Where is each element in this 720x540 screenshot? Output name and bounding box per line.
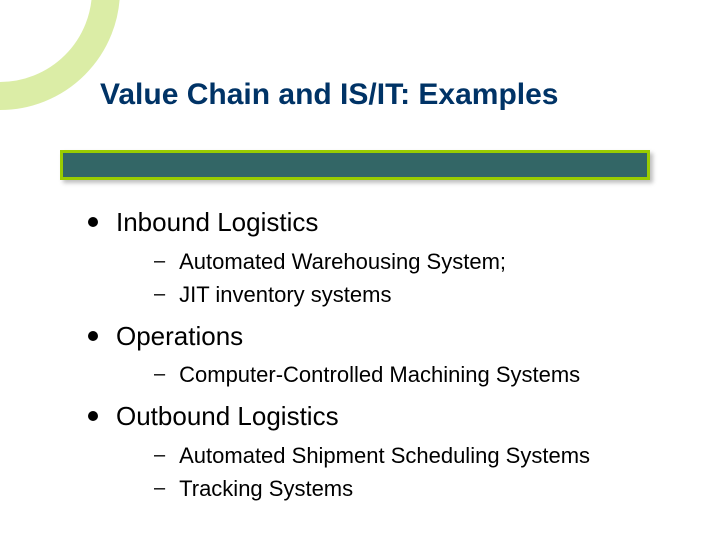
subbullet: – Automated Warehousing System; xyxy=(154,247,648,277)
bullet-text: Inbound Logistics xyxy=(116,206,318,239)
subbullet: – Tracking Systems xyxy=(154,474,648,504)
bullet-text: Outbound Logistics xyxy=(116,400,339,433)
dash-icon: – xyxy=(154,280,165,308)
subbullet-text: JIT inventory systems xyxy=(179,280,391,310)
bullet-inbound-logistics: Inbound Logistics xyxy=(88,206,648,239)
subbullet-text: Computer-Controlled Machining Systems xyxy=(179,360,580,390)
dash-icon: – xyxy=(154,441,165,469)
bullet-outbound-logistics: Outbound Logistics xyxy=(88,400,648,433)
dash-icon: – xyxy=(154,360,165,388)
corner-decoration-clip xyxy=(0,0,150,140)
title-underline-bar xyxy=(60,150,650,180)
subbullet-text: Automated Shipment Scheduling Systems xyxy=(179,441,590,471)
subbullet: – JIT inventory systems xyxy=(154,280,648,310)
bullet-operations: Operations xyxy=(88,320,648,353)
dash-icon: – xyxy=(154,474,165,502)
subbullet-text: Automated Warehousing System; xyxy=(179,247,506,277)
bullet-icon xyxy=(88,411,98,421)
bullet-icon xyxy=(88,331,98,341)
slide-title: Value Chain and IS/IT: Examples xyxy=(100,78,660,112)
subbullet: – Computer-Controlled Machining Systems xyxy=(154,360,648,390)
dash-icon: – xyxy=(154,247,165,275)
bullet-text: Operations xyxy=(116,320,243,353)
bullet-icon xyxy=(88,217,98,227)
subbullet: – Automated Shipment Scheduling Systems xyxy=(154,441,648,471)
slide: Value Chain and IS/IT: Examples Inbound … xyxy=(0,0,720,540)
slide-body: Inbound Logistics – Automated Warehousin… xyxy=(88,206,648,508)
subbullet-text: Tracking Systems xyxy=(179,474,353,504)
